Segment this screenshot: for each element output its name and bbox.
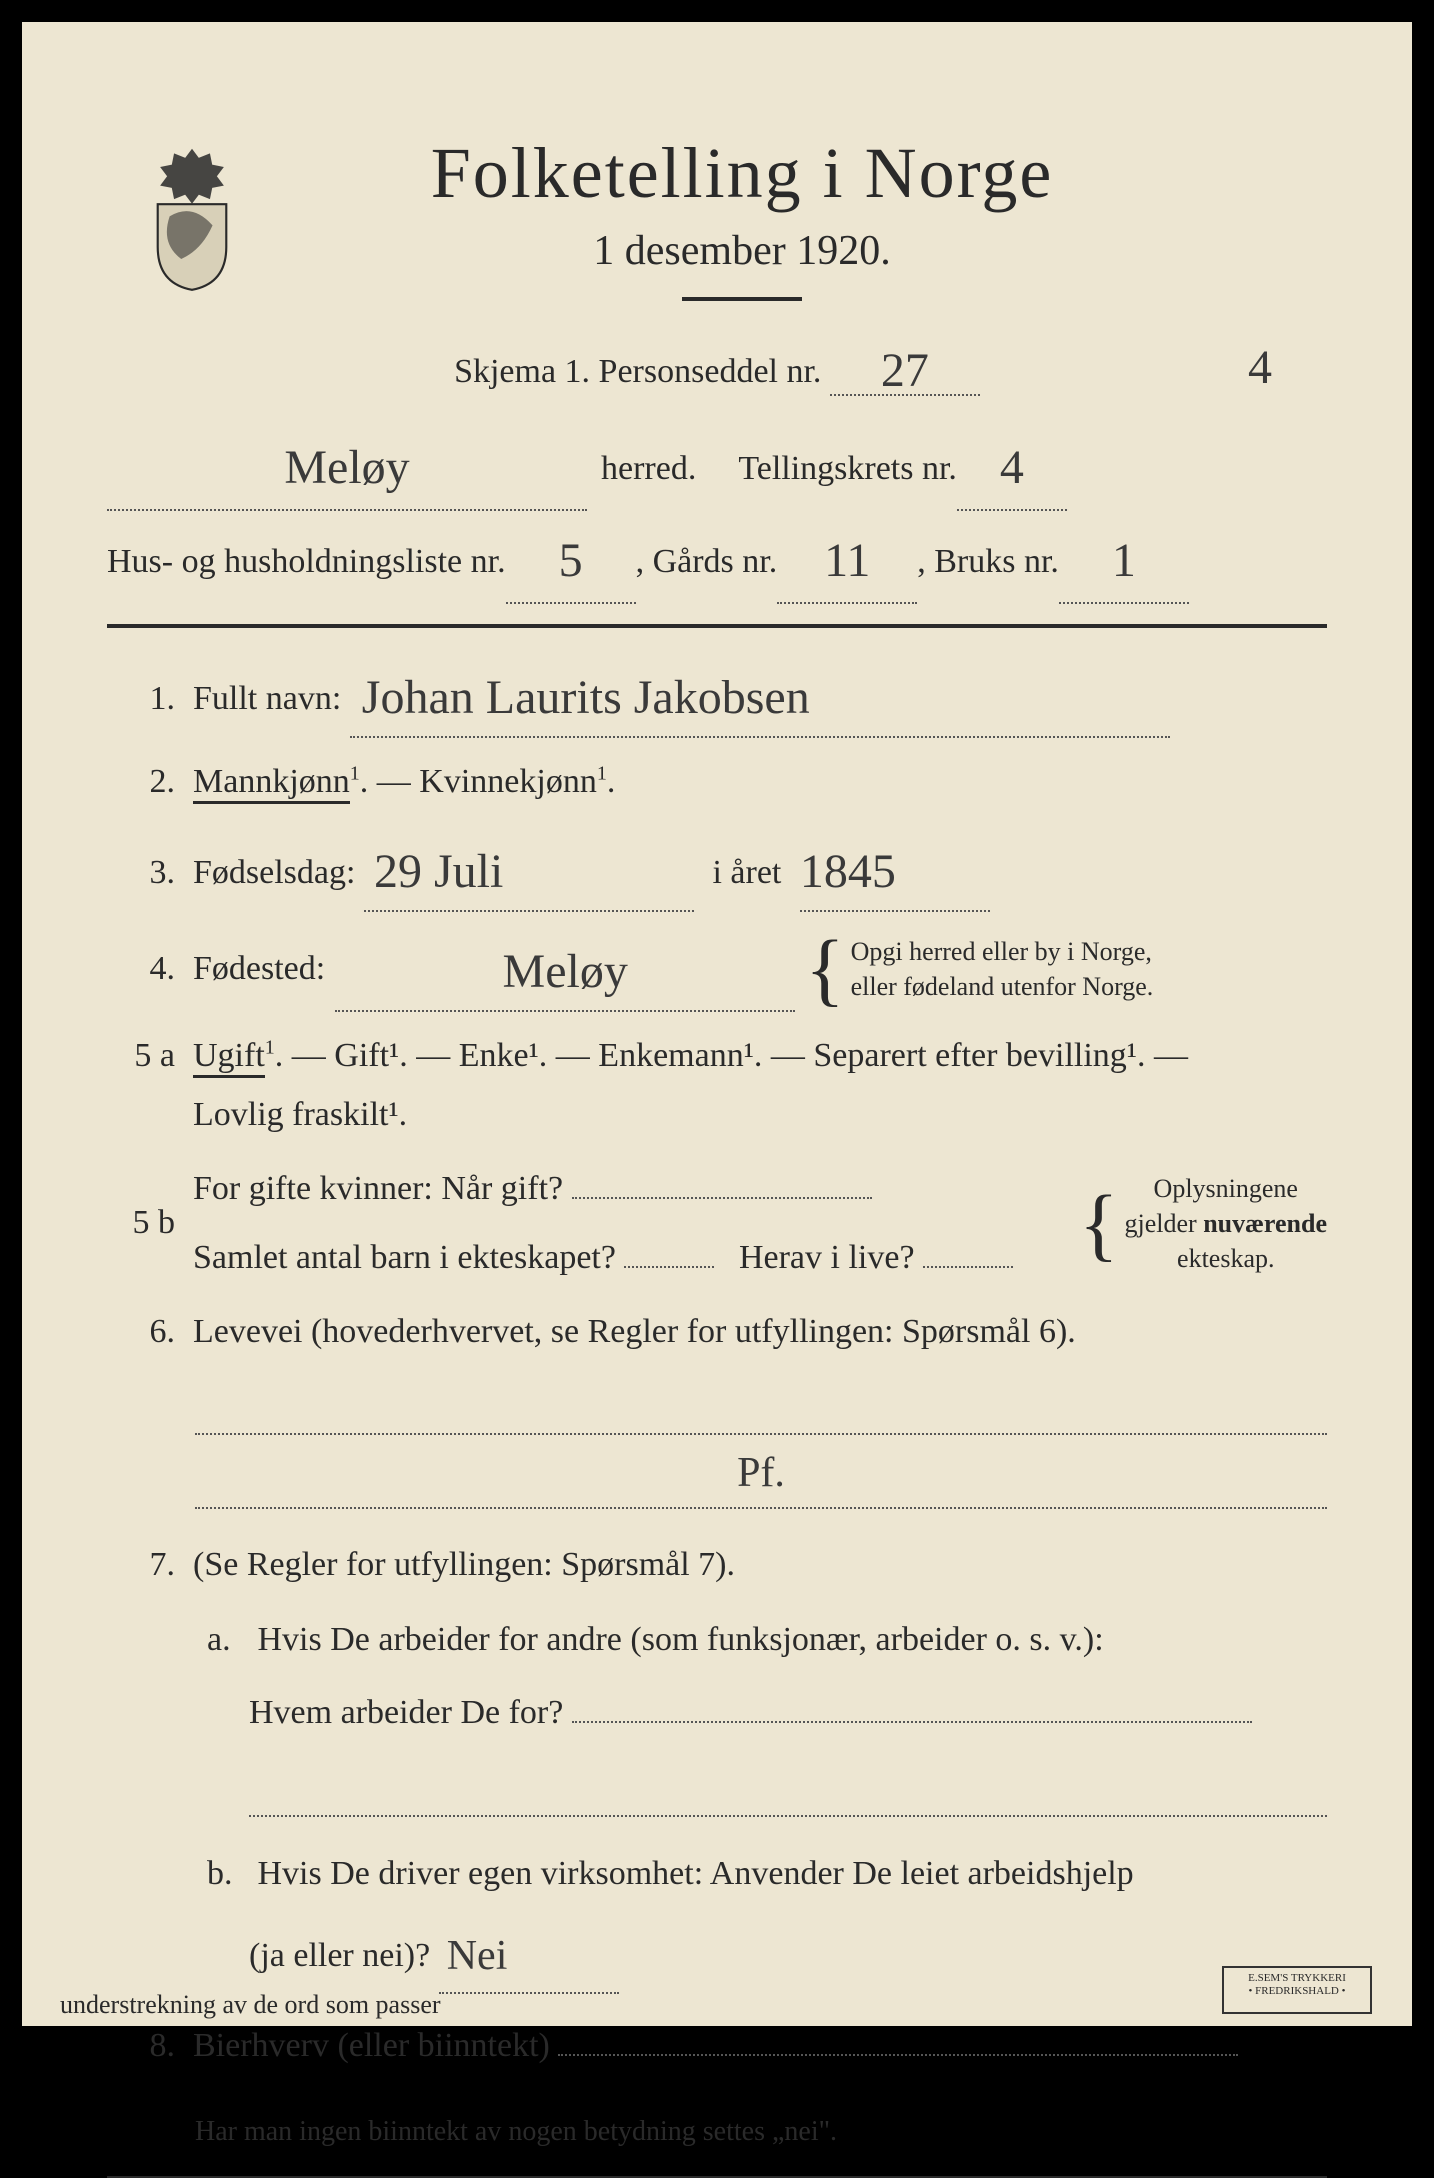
page-subtitle: 1 desember 1920. (277, 227, 1207, 275)
q7: 7. (Se Regler for utfyllingen: Spørsmål … (107, 1535, 1327, 1595)
q1-num: 1. (107, 680, 175, 718)
q3-mid: i året (712, 854, 781, 891)
husliste-row: Hus- og husholdningsliste nr. 5 , Gårds … (107, 511, 1327, 604)
q8: 8. Bierhverv (eller biinntekt) (107, 2016, 1327, 2076)
q7a-blank (249, 1769, 1327, 1817)
skjema-value: 27 (881, 344, 929, 397)
q5b-l2a: Samlet antal barn i ekteskapet? (193, 1239, 616, 1276)
q5a-num: 5 a (107, 1037, 175, 1075)
q5a-line2: Lovlig fraskilt¹. (193, 1085, 1327, 1145)
bruks-label: , Bruks nr. (917, 530, 1059, 595)
q4: 4. Fødested: Meløy { Opgi herred eller b… (107, 926, 1327, 1012)
q3-day: 29 Juli (374, 845, 503, 898)
q3: 3. Fødselsdag: 29 Juli i året 1845 (107, 826, 1327, 912)
q6-blank2: Pf. (195, 1461, 1327, 1509)
q4-label: Fødested: (193, 939, 325, 999)
skjema-label: Skjema 1. Personseddel nr. (454, 353, 821, 390)
q3-num: 3. (107, 854, 175, 892)
q8-num: 8. (107, 2027, 175, 2065)
q7b-l1: Hvis De driver egen virksomhet: Anvender… (258, 1855, 1134, 1892)
q3-label: Fødselsdag: (193, 854, 355, 891)
q5a-rest: . — Gift¹. — Enke¹. — Enkemann¹. — Separ… (275, 1037, 1188, 1074)
title-rule (682, 297, 802, 301)
printer-stamp: E.SEM'S TRYKKERI • FREDRIKSHALD • (1222, 1966, 1372, 2014)
q7b: b. Hvis De driver egen virksomhet: Anven… (207, 1843, 1327, 1994)
title-block: Folketelling i Norge 1 desember 1920. (277, 132, 1327, 301)
cutoff-text: understrekning av de ord som passer (60, 1990, 441, 2020)
q1: 1. Fullt navn: Johan Laurits Jakobsen (107, 652, 1327, 738)
bruks-value: 1 (1112, 534, 1136, 587)
q7b-l2a: (ja eller nei)? (249, 1937, 430, 1974)
upper-mark: 4 (1248, 340, 1272, 395)
q8-label: Bierhverv (eller biinntekt) (193, 2027, 550, 2064)
krets-value: 4 (1000, 441, 1024, 494)
header: Folketelling i Norge 1 desember 1920. (107, 132, 1327, 301)
census-form-page: Folketelling i Norge 1 desember 1920. Sk… (0, 0, 1434, 2048)
q3-year: 1845 (800, 845, 896, 898)
q6-value: Pf. (737, 1450, 785, 1496)
coat-of-arms-icon (137, 142, 247, 292)
herred-value: Meløy (284, 441, 409, 494)
q7-label: (Se Regler for utfyllingen: Spørsmål 7). (193, 1546, 735, 1583)
skjema-line: Skjema 1. Personseddel nr. 27 (107, 339, 1327, 396)
q4-note: { Opgi herred eller by i Norge, eller fø… (805, 934, 1153, 1004)
q2: 2. Mannkjønn1. — Kvinnekjønn1. (107, 752, 1327, 812)
q7-num: 7. (107, 1546, 175, 1584)
husliste-value: 5 (559, 534, 583, 587)
section-rule (107, 624, 1327, 628)
q5b-l2b: Herav i live? (739, 1239, 915, 1276)
q4-num: 4. (107, 950, 175, 988)
gards-value: 11 (824, 534, 870, 587)
q5a-ugift: Ugift (193, 1037, 265, 1078)
q7a-l1: Hvis De arbeider for andre (som funksjon… (258, 1621, 1104, 1658)
q7b-letter: b. (207, 1843, 249, 1904)
q6-num: 6. (107, 1313, 175, 1351)
krets-label: Tellingskrets nr. (738, 437, 957, 502)
q2-kvinn: Kvinnekjønn (419, 763, 597, 800)
q5b-num: 5 b (107, 1204, 175, 1242)
footer-note: Har man ingen biinntekt av nogen betydni… (195, 2116, 1327, 2148)
q4-value: Meløy (503, 945, 628, 998)
q7a: a. Hvis De arbeider for andre (som funks… (207, 1609, 1327, 1817)
q5b-note: { Oplysningene gjelder nuværende ekteska… (1079, 1171, 1327, 1276)
q5b: 5 b For gifte kvinner: Når gift? Samlet … (107, 1159, 1327, 1288)
q6-label: Levevei (hovederhvervet, se Regler for u… (193, 1313, 1076, 1350)
gards-label: , Gårds nr. (636, 530, 778, 595)
q6: 6. Levevei (hovederhvervet, se Regler fo… (107, 1302, 1327, 1362)
q1-value: Johan Laurits Jakobsen (362, 671, 810, 724)
q5b-l1: For gifte kvinner: Når gift? (193, 1170, 563, 1207)
q7b-value: Nei (447, 1933, 508, 1979)
page-title: Folketelling i Norge (277, 132, 1207, 215)
q2-num: 2. (107, 763, 175, 801)
herred-label: herred. (601, 437, 696, 502)
q1-label: Fullt navn: (193, 680, 341, 717)
q6-blank1 (195, 1387, 1327, 1435)
q5a: 5 a Ugift1. — Gift¹. — Enke¹. — Enkemann… (107, 1026, 1327, 1145)
bottom-rule (107, 2176, 1327, 2178)
q7a-l2: Hvem arbeider De for? (249, 1694, 563, 1731)
husliste-label: Hus- og husholdningsliste nr. (107, 530, 506, 595)
q2-mann: Mannkjønn (193, 763, 350, 804)
q7a-letter: a. (207, 1609, 249, 1670)
herred-row: Meløy herred. Tellingskrets nr. 4 (107, 418, 1327, 511)
